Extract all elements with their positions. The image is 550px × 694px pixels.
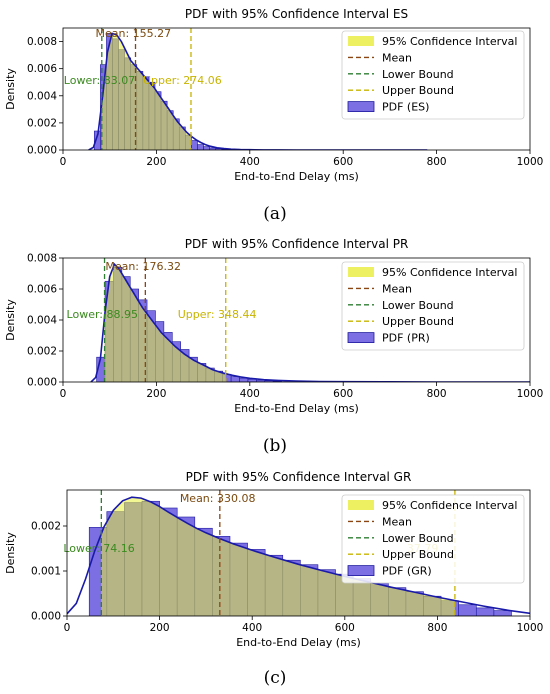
histogram-bar	[458, 604, 477, 616]
x-axis-label: End-to-End Delay (ms)	[234, 402, 359, 415]
x-tick-label: 0	[60, 156, 67, 168]
legend-swatch-pdf	[347, 565, 375, 576]
plot-area	[90, 258, 530, 382]
x-axis-label: End-to-End Delay (ms)	[236, 636, 361, 649]
chart-title: PDF with 95% Confidence Interval ES	[185, 7, 408, 21]
legend: 95% Confidence Interval Mean Lower Bound Up…	[341, 261, 525, 351]
legend-label: PDF (GR)	[382, 565, 432, 578]
pdf-curve	[67, 496, 530, 615]
mean-annotation: Mean: 155.27	[96, 27, 172, 40]
legend-label: Lower Bound	[382, 68, 454, 81]
legend-swatch-ci	[348, 267, 374, 277]
legend-box	[341, 261, 525, 351]
legend-label: PDF (PR)	[382, 332, 430, 345]
chart-panel-1: PDF with 95% Confidence Interval PR Lower…	[4, 237, 543, 415]
legend-label: Upper Bound	[382, 315, 454, 328]
chart-panel-0: PDF with 95% Confidence Interval ES Lower…	[4, 7, 543, 183]
legend: 95% Confidence Interval Mean Lower Bound Up…	[341, 30, 525, 120]
chart-title: PDF with 95% Confidence Interval PR	[185, 237, 409, 251]
histogram-bar	[203, 146, 210, 150]
legend-swatch-pdf	[347, 332, 375, 344]
x-tick-label: 200	[146, 388, 166, 400]
confidence-interval-fill	[101, 497, 455, 616]
histogram-bar	[230, 376, 240, 382]
pdf-curve	[90, 262, 530, 382]
upper-annotation: Upper: 348.44	[178, 308, 257, 321]
x-tick-label: 200	[146, 156, 166, 168]
y-tick-label: 0.000	[27, 145, 57, 157]
caption-c: (c)	[263, 668, 287, 688]
x-tick-label: 1000	[517, 388, 544, 400]
lower-annotation: Lower: 88.95	[67, 308, 138, 321]
y-tick-label: 0.004	[27, 90, 57, 102]
x-tick-label: 600	[335, 622, 355, 634]
x-tick-label: 400	[242, 622, 262, 634]
legend-label: Mean	[382, 51, 412, 64]
histogram-bar	[493, 610, 512, 616]
x-tick-label: 0	[64, 622, 71, 634]
histogram-bar	[239, 377, 249, 382]
legend-label: 95% Confidence Interval	[382, 35, 517, 48]
histogram-bar	[191, 140, 198, 150]
lower-annotation: Lower: 74.16	[63, 542, 134, 555]
confidence-interval-fill	[104, 264, 226, 382]
y-tick-label: 0.000	[31, 611, 61, 623]
x-tick-label: 400	[240, 156, 260, 168]
y-tick-label: 0.002	[31, 521, 61, 533]
legend-swatch-ci	[348, 500, 374, 510]
y-tick-label: 0.001	[31, 566, 61, 578]
y-tick-label: 0.006	[27, 63, 57, 75]
y-tick-label: 0.002	[27, 117, 57, 129]
y-axis-label: Density	[4, 68, 17, 110]
y-tick-label: 0.008	[27, 253, 57, 265]
legend-label: Mean	[382, 515, 412, 528]
x-tick-label: 200	[150, 622, 170, 634]
legend-label: 95% Confidence Interval	[382, 499, 517, 512]
axes-frame	[62, 27, 531, 151]
axes-frame	[66, 489, 531, 617]
x-tick-label: 600	[333, 156, 353, 168]
chart-title: PDF with 95% Confidence Interval GR	[186, 470, 412, 484]
legend-label: Upper Bound	[382, 84, 454, 97]
x-tick-label: 800	[427, 388, 447, 400]
caption-b: (b)	[262, 436, 288, 456]
mean-annotation: Mean: 176.32	[105, 260, 181, 273]
y-tick-label: 0.002	[27, 346, 57, 358]
legend-label: PDF (ES)	[382, 101, 429, 114]
lower-annotation: Lower: 83.07	[64, 74, 135, 87]
mean-annotation: Mean: 330.08	[180, 492, 256, 505]
chart-panel-2: PDF with 95% Confidence Interval GR Lower…	[4, 470, 543, 649]
legend-label: Mean	[382, 282, 412, 295]
legend-swatch-ci	[348, 36, 374, 46]
x-tick-label: 800	[427, 156, 447, 168]
x-tick-label: 1000	[517, 622, 544, 634]
legend-box	[341, 494, 525, 584]
legend-label: 95% Confidence Interval	[382, 266, 517, 279]
confidence-interval-fill	[101, 33, 191, 150]
legend-label: Lower Bound	[382, 532, 454, 545]
legend-label: Upper Bound	[382, 548, 454, 561]
x-tick-label: 800	[427, 622, 447, 634]
x-tick-label: 0	[60, 388, 67, 400]
legend-label: Lower Bound	[382, 299, 454, 312]
y-tick-label: 0.008	[27, 36, 57, 48]
legend-box	[341, 30, 525, 120]
histogram-bar	[197, 144, 204, 150]
legend: 95% Confidence Interval Mean Lower Bound Up…	[341, 494, 525, 584]
upper-annotation: Upper: 274.06	[143, 74, 222, 87]
y-axis-label: Density	[4, 532, 17, 574]
y-tick-label: 0.000	[27, 377, 57, 389]
caption-a: (a)	[263, 204, 287, 224]
x-tick-label: 400	[240, 388, 260, 400]
x-axis-label: End-to-End Delay (ms)	[234, 170, 359, 183]
y-tick-label: 0.006	[27, 284, 57, 296]
plot-area	[67, 490, 530, 616]
histogram-bar	[475, 607, 495, 616]
x-tick-label: 600	[333, 388, 353, 400]
y-tick-label: 0.004	[27, 315, 57, 327]
x-tick-label: 1000	[517, 156, 544, 168]
legend-swatch-pdf	[347, 101, 375, 112]
y-axis-label: Density	[4, 299, 17, 341]
